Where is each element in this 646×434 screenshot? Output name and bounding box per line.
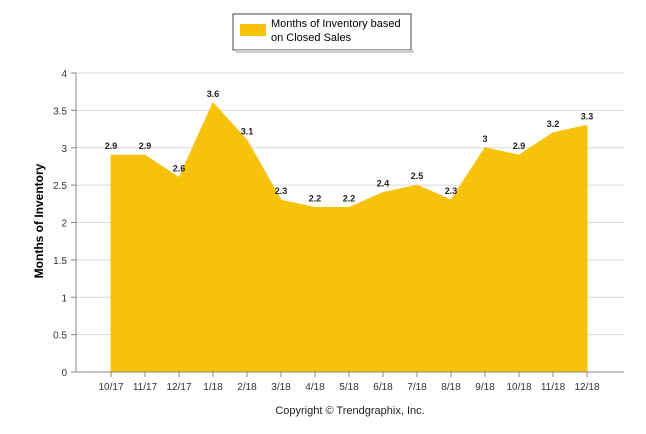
x-tick-label: 11/18 bbox=[541, 382, 566, 393]
y-tick-label: 1 bbox=[61, 293, 67, 304]
area-layer bbox=[110, 102, 588, 373]
x-tick-label: 9/18 bbox=[475, 382, 495, 393]
copyright-footer: Copyright © Trendgraphix, Inc. bbox=[275, 405, 424, 417]
data-label: 2.2 bbox=[343, 194, 356, 204]
data-label: 3.2 bbox=[547, 119, 560, 129]
y-tick-label: 0.5 bbox=[53, 331, 67, 342]
x-tick-label: 10/18 bbox=[506, 382, 531, 393]
y-tick-label: 3.5 bbox=[53, 106, 67, 117]
y-tick-label: 2.5 bbox=[53, 181, 67, 192]
data-labels: 2.9 2.9 2.6 3.6 3.1 2.3 2.2 2.2 2.4 2.5 2.3 3 2.9 3.2… bbox=[105, 89, 594, 204]
x-tick-label: 8/18 bbox=[441, 382, 461, 393]
y-tick-label: 1.5 bbox=[53, 256, 67, 267]
data-label: 3.1 bbox=[241, 126, 254, 136]
y-tick-label: 3 bbox=[61, 144, 67, 155]
series-area bbox=[110, 102, 588, 373]
data-label: 2.4 bbox=[377, 179, 390, 189]
data-label: 3.3 bbox=[581, 111, 594, 121]
x-tick-label: 12/18 bbox=[574, 382, 599, 393]
y-tick-label: 0 bbox=[61, 368, 67, 379]
x-tick-label: 4/18 bbox=[305, 382, 325, 393]
y-axis-title: Months of Inventory bbox=[32, 163, 46, 278]
data-label: 2.2 bbox=[309, 194, 322, 204]
x-tick-label: 7/18 bbox=[407, 382, 427, 393]
data-label: 3 bbox=[482, 134, 487, 144]
x-tick-label: 3/18 bbox=[271, 382, 291, 393]
data-label: 2.3 bbox=[275, 186, 288, 196]
x-tick-label: 5/18 bbox=[339, 382, 359, 393]
data-label: 2.9 bbox=[105, 141, 118, 151]
x-tick-labels: 10/17 11/17 12/17 1/18 2/18 3/18 4/18 5/18 6/18 7… bbox=[98, 382, 599, 393]
y-tick-labels: 0 0.5 1 1.5 2 2.5 3 3.5 4 bbox=[53, 69, 67, 379]
axes bbox=[71, 72, 624, 377]
x-tick-label: 10/17 bbox=[98, 382, 123, 393]
data-label: 2.3 bbox=[445, 186, 458, 196]
x-tick-label: 1/18 bbox=[203, 382, 223, 393]
legend-label-line-1: Months of Inventory based bbox=[271, 18, 401, 30]
x-tick-label: 2/18 bbox=[237, 382, 257, 393]
legend-swatch bbox=[240, 24, 266, 36]
data-label: 2.9 bbox=[139, 141, 152, 151]
data-label: 3.6 bbox=[207, 89, 220, 99]
x-tick-label: 12/17 bbox=[166, 382, 191, 393]
legend-shadow bbox=[236, 50, 414, 53]
y-tick-label: 4 bbox=[61, 69, 67, 80]
y-tick-label: 2 bbox=[61, 219, 67, 230]
x-tick-label: 6/18 bbox=[373, 382, 393, 393]
data-label: 2.9 bbox=[513, 141, 526, 151]
legend: Months of Inventory based on Closed Sale… bbox=[232, 13, 414, 53]
data-label: 2.6 bbox=[173, 164, 186, 174]
legend-label-line-2: on Closed Sales bbox=[271, 32, 352, 44]
data-label: 2.5 bbox=[411, 171, 424, 181]
x-tick-label: 11/17 bbox=[133, 382, 158, 393]
